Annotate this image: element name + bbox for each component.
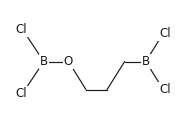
Text: Cl: Cl xyxy=(159,27,171,40)
Text: Cl: Cl xyxy=(15,87,27,100)
Text: Cl: Cl xyxy=(159,83,171,96)
Text: O: O xyxy=(64,55,73,68)
Text: Cl: Cl xyxy=(15,23,27,36)
Text: B: B xyxy=(142,55,150,68)
Text: B: B xyxy=(40,55,48,68)
